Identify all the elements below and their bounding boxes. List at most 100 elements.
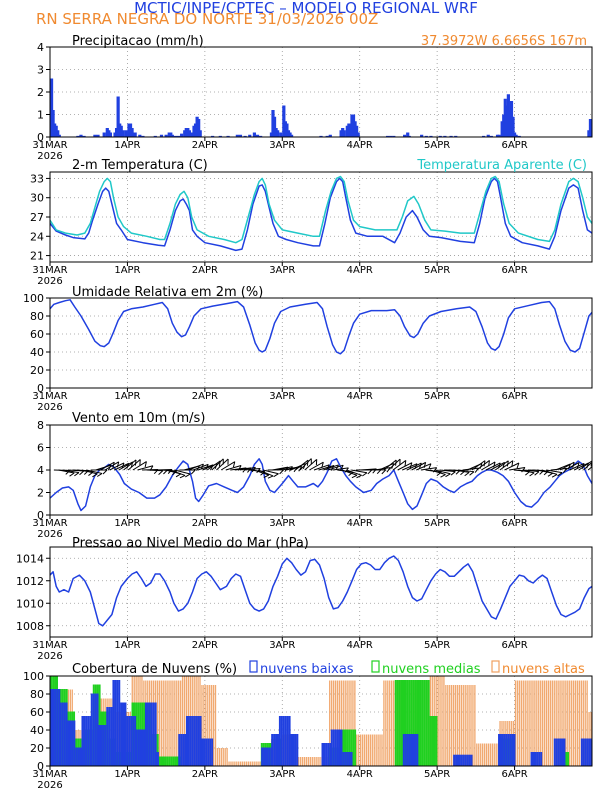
cloud-bar-high	[230, 761, 232, 766]
cloud-bar-mid	[565, 752, 568, 766]
grid-lines	[50, 298, 592, 388]
cloud-bar-mid	[398, 680, 401, 766]
cloud-bar-high	[156, 680, 159, 766]
cloud-bar-mid	[172, 756, 175, 766]
cloud-bar-high	[158, 680, 161, 766]
wind-barbs	[53, 458, 592, 479]
cloud-bar-mid	[414, 680, 417, 766]
wind-barb	[327, 464, 344, 471]
cloud-bar-high	[377, 734, 379, 766]
cloud-bar-low	[139, 729, 142, 766]
cloud-bar-low	[90, 693, 93, 766]
x-tick-label: 2APR	[192, 769, 218, 780]
precip-bar	[238, 134, 243, 137]
wind-barb	[225, 464, 242, 471]
temperature-lines	[50, 175, 592, 252]
wind-barb	[272, 466, 289, 471]
wind-barb	[439, 469, 456, 473]
wind-barb	[193, 463, 209, 471]
x-tick-label: 6APR	[501, 518, 527, 529]
cloud-bar-high	[530, 680, 532, 766]
precip-bar	[248, 134, 252, 137]
wind-barb	[118, 461, 133, 471]
cloud-bar-low	[292, 734, 295, 766]
cloud-bar-low	[205, 738, 208, 766]
x-tick-label: 4APR	[347, 391, 373, 402]
cloud-bar-high	[582, 680, 584, 766]
cloud-bar-low	[346, 752, 349, 766]
cloud-bar-high	[205, 685, 207, 766]
grid-lines	[50, 547, 592, 637]
precip-bar	[279, 132, 283, 137]
precip-bar	[82, 135, 86, 137]
x-tick-label: 2APR	[192, 265, 218, 276]
cloud-bar-low	[416, 734, 419, 766]
cloud-bar-low	[100, 725, 103, 766]
cloud-bar-high	[203, 685, 205, 766]
x-tick-label: 1APR	[114, 640, 140, 651]
cloud-bar-low	[530, 752, 533, 766]
cloud-bar-low	[344, 752, 347, 766]
cloud-bar-high	[516, 680, 519, 766]
precip-bar	[176, 135, 181, 137]
cloud-bar-high	[249, 761, 252, 766]
legend-low-clouds: nuvens baixas	[249, 660, 354, 677]
cloud-bar-mid	[416, 680, 419, 766]
cloud-bar-high	[218, 748, 221, 766]
cloud-bar-low	[282, 716, 285, 766]
cloud-bar-high	[247, 761, 250, 766]
y-tick-label: 20	[30, 742, 44, 755]
x-tick-label: 3APR	[269, 640, 295, 651]
cloud-bar-low	[56, 689, 59, 766]
wind-barb	[494, 460, 509, 471]
cloud-bar-high	[474, 685, 476, 766]
cloud-bar-low	[332, 729, 335, 766]
x-tick-label: 5APR	[424, 640, 450, 651]
wind-barb	[388, 458, 401, 471]
wind-barb-feather	[273, 473, 279, 478]
wind-barb	[453, 469, 470, 473]
wind-barb-feather	[348, 471, 354, 476]
wind-barb	[341, 469, 358, 476]
cloud-bar-low	[563, 738, 566, 766]
wind-barb	[253, 469, 269, 476]
y-tick-label: 30	[30, 192, 44, 205]
cloud-bar-mid	[406, 680, 409, 766]
wind-barb	[392, 460, 407, 471]
cloud-bar-low	[336, 729, 339, 766]
cloud-bar-high	[383, 680, 385, 766]
cloud-bar-high	[514, 680, 517, 766]
wind-barb-feather	[557, 472, 563, 477]
cloud-bar-mid	[158, 756, 161, 766]
wind-barb	[555, 463, 571, 471]
cloud-bar-low	[178, 734, 181, 766]
cloud-bar-low	[455, 754, 458, 766]
cloud-bar-high	[443, 676, 445, 766]
cloud-bar-low	[325, 743, 328, 766]
cloud-bar-high	[210, 685, 213, 766]
plot-frame	[49, 546, 593, 638]
x-tick-label: 3APR	[269, 769, 295, 780]
cloud-bar-low	[513, 734, 516, 766]
precip-bar	[235, 134, 239, 137]
wind-barb-feather	[92, 473, 98, 478]
x-tick-label: 3APR	[269, 391, 295, 402]
wind-barb-feather	[185, 473, 191, 478]
cloud-bar-high	[543, 680, 546, 766]
cloud-bar-high	[342, 680, 344, 766]
wind-barb	[573, 462, 589, 471]
plot-frame	[49, 675, 593, 767]
cloud-bar-low	[209, 738, 212, 766]
y-tick-label: 0	[37, 131, 44, 144]
cloud-bar-low	[124, 702, 127, 766]
cloud-bar-high	[354, 680, 356, 766]
cloud-bar-mid	[402, 680, 405, 766]
precip-bar	[438, 135, 442, 137]
cloud-bar-high	[578, 680, 581, 766]
cloud-bar-high	[387, 680, 389, 766]
wind-barb-feather	[572, 462, 575, 468]
cloud-bar-high	[385, 680, 387, 766]
